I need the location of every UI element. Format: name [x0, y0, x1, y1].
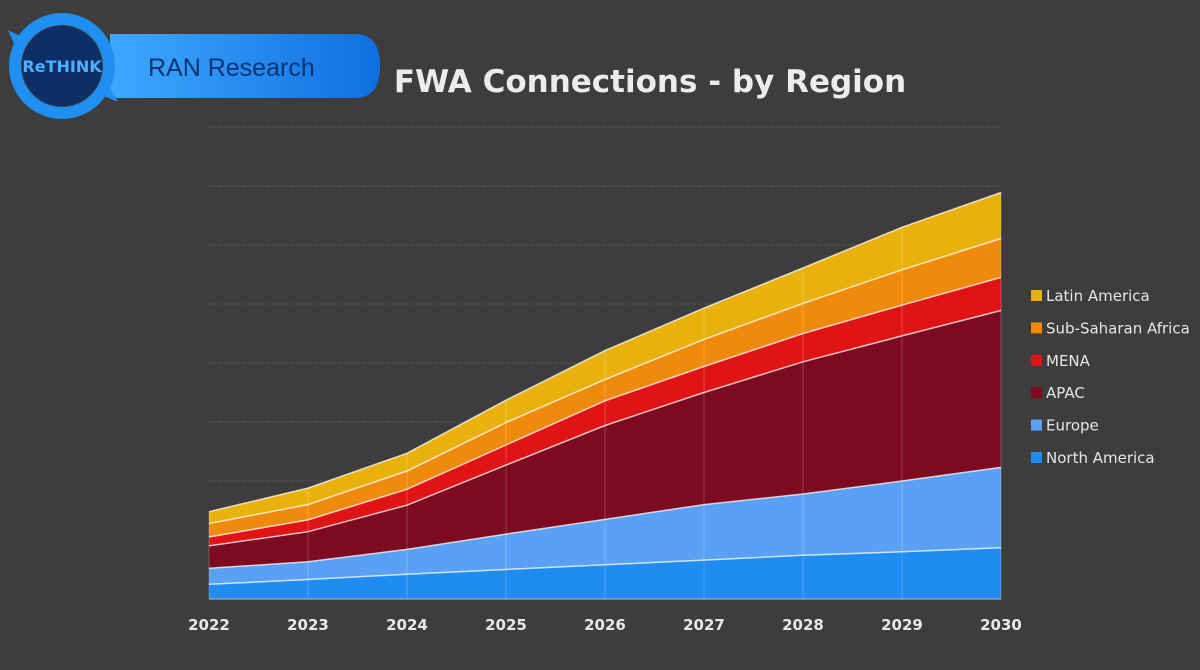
- vertical-guides: [208, 192, 1002, 599]
- edge-mena: [208, 276, 1002, 538]
- logo-ring-icon: [9, 13, 115, 119]
- legend-label: Latin America: [1046, 287, 1150, 305]
- legend-swatch: [1031, 419, 1042, 431]
- banner-shape: [110, 34, 380, 98]
- legend-label: MENA: [1046, 352, 1091, 370]
- area-apac: [209, 310, 1001, 569]
- legend-swatch: [1031, 322, 1042, 334]
- x-tick-labels: 2022 2023 2024 2025 2026 2027 2028 2029 2030: [188, 616, 1022, 634]
- edge-latin-america: [208, 191, 1002, 513]
- logo-text: ReTHINK: [22, 57, 102, 76]
- rethink-ran-research-logo: ReTHINK RAN Research: [8, 13, 380, 119]
- area-north-america: [209, 547, 1001, 599]
- logo-arrow-icon: [104, 84, 118, 102]
- legend-label: APAC: [1046, 384, 1085, 402]
- x-tick-label: 2027: [683, 616, 725, 634]
- area-sub-saharan-africa: [209, 238, 1001, 537]
- edge-sub-saharan-africa: [208, 237, 1002, 525]
- x-tick-label: 2024: [386, 616, 428, 634]
- legend-label: Europe: [1046, 417, 1099, 435]
- legend-label: Sub-Saharan Africa: [1046, 319, 1190, 337]
- area-mena: [209, 277, 1001, 546]
- x-tick-label: 2026: [584, 616, 626, 634]
- edge-europe: [208, 466, 1002, 570]
- series-edges: [208, 191, 1002, 586]
- legend: Latin America Sub-Saharan Africa MENA APAC E…: [1031, 287, 1190, 467]
- edge-north-america: [208, 546, 1002, 586]
- legend-swatch: [1031, 387, 1042, 399]
- x-tick-label: 2023: [287, 616, 329, 634]
- edge-apac: [208, 309, 1002, 547]
- area-series: [209, 192, 1001, 599]
- x-tick-label: 2028: [782, 616, 824, 634]
- x-tick-label: 2025: [485, 616, 527, 634]
- legend-label: North America: [1046, 449, 1155, 467]
- banner-text: RAN Research: [148, 54, 315, 82]
- logo-inner-circle: [22, 26, 102, 106]
- legend-swatch: [1031, 290, 1042, 301]
- x-tick-label: 2029: [881, 616, 923, 634]
- legend-swatch: [1031, 452, 1042, 463]
- x-tick-label: 2030: [980, 616, 1022, 634]
- area-latin-america: [209, 192, 1001, 524]
- chart-title: FWA Connections - by Region: [393, 64, 907, 100]
- logo-arrow-icon: [8, 30, 20, 48]
- x-tick-label: 2022: [188, 616, 230, 634]
- legend-swatch: [1031, 354, 1042, 366]
